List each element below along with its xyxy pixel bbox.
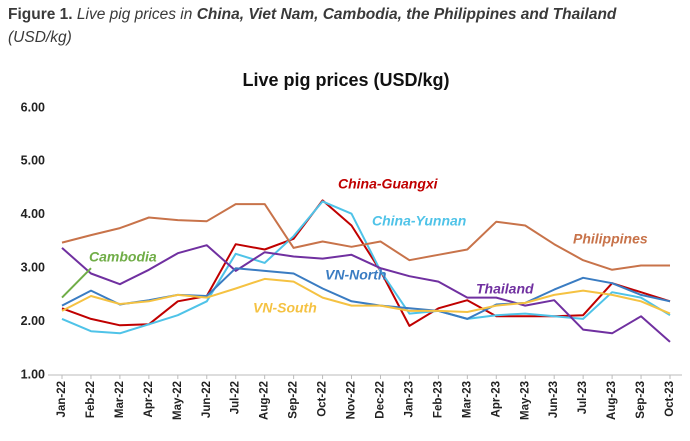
series-label: China-Guangxi: [338, 176, 439, 192]
x-tick-label: Mar-23: [461, 381, 473, 418]
series-line: [61, 267, 92, 299]
series-label: VN-North: [325, 267, 386, 283]
series-line: [61, 203, 670, 271]
series-line: [61, 277, 671, 315]
x-tick-label: Apr-23: [490, 381, 502, 417]
series-line: [61, 200, 671, 335]
series-line: [61, 244, 671, 343]
chart-title: Live pig prices (USD/kg): [242, 70, 449, 90]
x-tick-label: Dec-22: [375, 381, 387, 419]
y-tick-label: 4.00: [21, 207, 45, 221]
y-tick-label: 1.00: [21, 367, 45, 381]
caption-text: China, Viet Nam, Cambodia, the Philippin…: [196, 6, 617, 23]
x-tick-label: Jan-23: [403, 381, 415, 417]
x-tick-label: Oct-22: [317, 381, 329, 417]
caption-text: (USD/kg): [8, 29, 72, 46]
y-tick-label: 3.00: [21, 260, 45, 274]
x-tick-label: Sep-23: [635, 381, 647, 419]
series-label: Philippines: [573, 231, 648, 247]
x-tick-label: Sep-22: [288, 381, 300, 419]
x-tick-label: Aug-22: [259, 381, 271, 420]
x-tick-label: Apr-22: [143, 381, 155, 417]
x-tick-label: Aug-23: [606, 381, 618, 420]
series-label: Thailand: [476, 281, 534, 297]
x-tick-label: Oct-23: [664, 381, 676, 417]
x-tick-label: May-23: [519, 381, 531, 420]
x-tick-label: Nov-22: [346, 381, 358, 419]
x-tick-label: Jan-22: [56, 381, 68, 417]
x-tick-label: Feb-22: [85, 381, 97, 418]
x-tick-label: Feb-23: [432, 381, 444, 418]
series-label: Cambodia: [89, 249, 157, 265]
series-label: VN-South: [253, 300, 317, 316]
figure-caption: Figure 1. Live pig prices in China, Viet…: [8, 3, 668, 49]
x-tick-label: Jul-22: [230, 381, 242, 414]
x-tick-label: Jun-23: [548, 381, 560, 418]
y-tick-label: 6.00: [21, 100, 45, 114]
x-tick-label: Mar-22: [114, 381, 126, 418]
x-tick-label: Jun-22: [201, 381, 213, 418]
caption-text: Live pig prices in: [76, 6, 197, 23]
y-tick-label: 5.00: [21, 154, 45, 168]
series-label: China-Yunnan: [372, 213, 466, 229]
x-tick-label: Jul-23: [577, 381, 589, 414]
y-tick-label: 2.00: [21, 314, 45, 328]
x-tick-label: May-22: [172, 381, 184, 420]
figure-label: Figure 1.: [8, 6, 73, 23]
